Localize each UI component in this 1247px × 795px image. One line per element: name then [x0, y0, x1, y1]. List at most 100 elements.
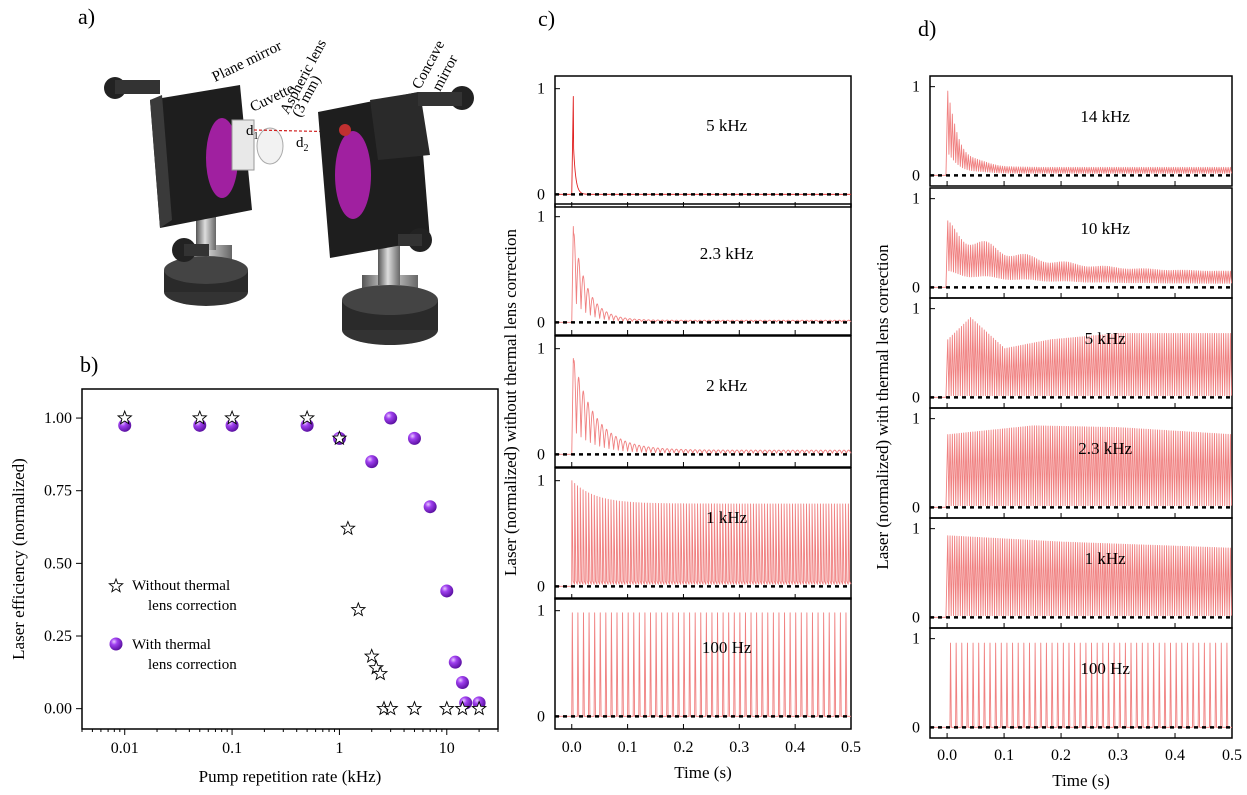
trace-line — [930, 90, 1232, 176]
y-tick-label: 1.00 — [44, 410, 72, 427]
data-point-without-correction — [340, 520, 356, 536]
panel-label-a: a) — [78, 4, 95, 29]
y-tick-label: 0 — [537, 578, 545, 595]
data-point-without-correction — [454, 700, 471, 716]
optical-setup-diagram: Plane mirror Cuvette Aspheric lens (3 mm… — [104, 37, 474, 345]
y-tick-label: 0 — [537, 446, 545, 463]
label-plane-mirror: Plane mirror — [210, 38, 285, 85]
trace-line — [555, 96, 852, 195]
y-tick-label: 1 — [537, 209, 545, 226]
data-point-without-correction — [299, 409, 316, 425]
y-tick-label: 0 — [537, 186, 545, 203]
subplot-label: 10 kHz — [1080, 219, 1130, 238]
traces-with-correction: 0 1 14 kHz 0 1 10 kHz 0 1 5 kHz 0 1 2.3 kHz 0 1 1 kHz 0… — [873, 75, 1242, 790]
panel-label-d: d) — [918, 16, 936, 41]
y-tick-label: 1 — [912, 191, 920, 208]
traces-without-correction: 0 1 5 kHz 0 1 2.3 kHz 0 1 2 kHz 0 1 1 kHz 0 1 100 Hz 0.… — [501, 75, 861, 782]
subplot-label: 100 Hz — [1080, 659, 1130, 678]
x-axis-label: Time (s) — [674, 763, 731, 782]
x-axis-label: Time (s) — [1052, 771, 1109, 790]
y-axis-label: Laser efficiency (normalized) — [9, 458, 28, 660]
y-tick-label: 1 — [912, 79, 920, 96]
y-tick-label: 0.00 — [44, 701, 72, 718]
subplot-label: 5 kHz — [1085, 329, 1127, 348]
data-point-without-correction — [331, 430, 348, 446]
x-tick-label: 0.3 — [729, 739, 749, 756]
data-point-with-correction — [448, 655, 462, 669]
subplot-frame — [929, 75, 1233, 187]
x-tick-label: 0.3 — [1108, 747, 1128, 764]
trace-line — [930, 642, 1232, 728]
x-tick-label: 0.0 — [562, 739, 582, 756]
y-tick-label: 0 — [912, 719, 920, 736]
panel-label-c: c) — [538, 6, 555, 31]
data-point-without-correction — [368, 659, 385, 675]
subplot-frame — [554, 597, 852, 730]
label-d2: d2 — [296, 135, 309, 154]
aspheric-lens — [256, 127, 284, 165]
data-point-without-correction — [438, 700, 455, 716]
data-point-without-correction — [471, 700, 488, 716]
subplot-label: 2 kHz — [706, 376, 748, 395]
y-tick-label: 1 — [912, 411, 920, 428]
x-tick-label: 0.2 — [673, 739, 693, 756]
subplot-label: 1 kHz — [1085, 549, 1127, 568]
x-tick-label: 0.1 — [994, 747, 1014, 764]
data-point-without-correction — [372, 665, 389, 681]
y-tick-label: 0 — [912, 499, 920, 516]
y-axis-label: Laser (normalized) with thermal lens cor… — [873, 244, 892, 570]
data-point-with-correction — [384, 411, 398, 425]
x-tick-label: 10 — [439, 740, 455, 757]
trace-line — [930, 220, 1232, 288]
data-point-with-correction — [440, 584, 454, 598]
x-tick-label: 0.4 — [1165, 747, 1185, 764]
data-point-without-correction — [406, 700, 423, 716]
cuvette — [231, 119, 255, 171]
data-point-without-correction — [116, 409, 133, 425]
data-point-without-correction — [363, 648, 380, 664]
trace-line — [555, 612, 851, 717]
y-tick-label: 1 — [912, 521, 920, 538]
y-tick-label: 1 — [537, 81, 545, 98]
data-point-with-correction — [365, 455, 379, 469]
y-tick-label: 0 — [912, 389, 920, 406]
y-tick-label: 0 — [537, 314, 545, 331]
label-d1: d1 — [246, 123, 259, 142]
y-tick-label: 1 — [912, 631, 920, 648]
trace-line — [930, 317, 1232, 398]
x-tick-label: 0.2 — [1051, 747, 1071, 764]
data-point-without-correction — [224, 409, 240, 425]
subplot-frame — [554, 203, 852, 336]
subplot-frame — [554, 75, 852, 208]
y-tick-label: 0 — [912, 279, 920, 296]
legend-label-with-1: With thermal — [132, 637, 211, 653]
x-tick-label: 1 — [335, 740, 343, 757]
data-point-with-correction — [423, 500, 437, 514]
plane-mirror-mount — [104, 77, 252, 306]
x-tick-label: 0.01 — [111, 740, 139, 757]
legend-marker-without-correction — [108, 577, 124, 593]
x-tick-label: 0.0 — [937, 747, 957, 764]
legend-label-with-2: lens correction — [148, 657, 237, 673]
subplot-label: 100 Hz — [702, 638, 752, 657]
x-tick-label: 0.4 — [785, 739, 805, 756]
x-tick-label: 0.5 — [841, 739, 861, 756]
y-tick-label: 0.25 — [44, 628, 72, 645]
trace-line — [930, 535, 1232, 618]
y-tick-label: 1 — [537, 341, 545, 358]
y-tick-label: 0.75 — [44, 483, 72, 500]
y-tick-label: 1 — [537, 473, 545, 490]
subplot-label: 5 kHz — [706, 116, 748, 135]
trace-line — [555, 480, 852, 587]
panel-label-b: b) — [80, 352, 98, 377]
data-point-with-correction — [455, 676, 469, 690]
data-point-without-correction — [350, 601, 367, 617]
concave-mirror-mount — [318, 86, 474, 345]
x-axis-label: Pump repetition rate (kHz) — [199, 767, 382, 786]
plot-frame — [81, 388, 499, 730]
y-tick-label: 0 — [912, 167, 920, 184]
efficiency-scatter-chart: 0.01 0.1 1 10 0.00 0.25 0.50 0.75 1.00 Pump repet… — [9, 388, 499, 786]
legend-label-without-2: lens correction — [148, 598, 237, 614]
subplot-label: 2.3 kHz — [1078, 439, 1132, 458]
